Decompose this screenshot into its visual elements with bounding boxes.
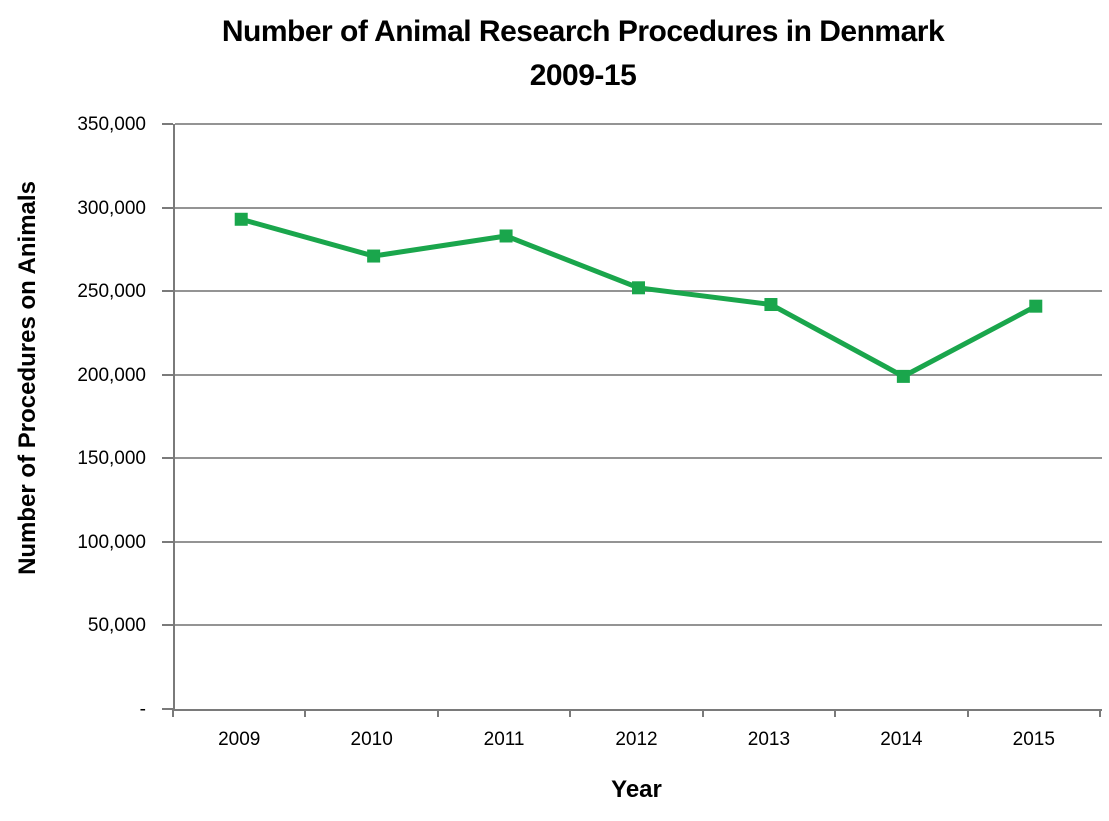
y-tick-label: 100,000 — [77, 531, 146, 553]
chart-title-line1: Number of Animal Research Procedures in … — [221, 15, 945, 48]
chart-title: Number of Animal Research Procedures in … — [58, 10, 1108, 98]
x-tick-label: 2012 — [615, 729, 658, 750]
x-tick-label: 2015 — [1012, 729, 1055, 750]
y-tick-mark — [162, 540, 173, 543]
gridline — [175, 457, 1102, 460]
y-tick-label: 200,000 — [77, 364, 146, 386]
gridline — [175, 123, 1102, 125]
data-point-marker — [234, 212, 248, 226]
x-tick-mark — [966, 710, 969, 717]
x-tick-mark — [834, 710, 837, 717]
x-tick-mark — [1099, 710, 1101, 717]
gridline — [175, 206, 1102, 209]
y-tick-label: 250,000 — [77, 281, 146, 303]
gridline — [175, 540, 1102, 543]
y-tick-mark — [162, 457, 173, 460]
data-point-marker — [499, 229, 513, 243]
x-tick-label: 2011 — [483, 729, 525, 750]
data-point-marker — [367, 249, 381, 263]
x-tick-mark — [436, 710, 439, 717]
x-tick-mark — [701, 710, 704, 717]
x-tick-label: 2014 — [880, 729, 923, 750]
y-tick-mark — [162, 708, 173, 710]
x-axis-title: Year — [611, 776, 662, 803]
y-tick-mark — [162, 206, 173, 209]
y-tick-label: 350,000 — [77, 114, 146, 135]
y-tick-label: - — [139, 699, 146, 720]
y-tick-mark — [162, 123, 173, 125]
x-tick-label: 2013 — [747, 729, 791, 750]
data-point-marker — [632, 281, 645, 295]
data-point-marker — [896, 369, 910, 383]
chart-title-line2: 2009-15 — [529, 59, 637, 92]
gridline — [175, 624, 1102, 627]
gridline — [175, 373, 1102, 376]
y-tick-mark — [162, 290, 173, 293]
series-line — [240, 216, 1037, 380]
data-point-marker — [764, 298, 778, 312]
x-tick-mark — [569, 710, 572, 717]
y-tick-label: 50,000 — [87, 615, 146, 637]
plot-area — [173, 123, 1102, 711]
y-tick-label: 300,000 — [77, 197, 146, 219]
data-point-marker — [1029, 299, 1043, 313]
x-tick-label: 2010 — [350, 729, 393, 750]
y-tick-mark — [162, 624, 173, 627]
y-tick-mark — [162, 373, 173, 376]
x-tick-mark — [304, 710, 307, 717]
series-layer — [234, 212, 1043, 383]
y-tick-label: 150,000 — [77, 448, 146, 470]
x-tick-mark — [172, 710, 174, 717]
x-tick-label: 2009 — [218, 729, 261, 750]
